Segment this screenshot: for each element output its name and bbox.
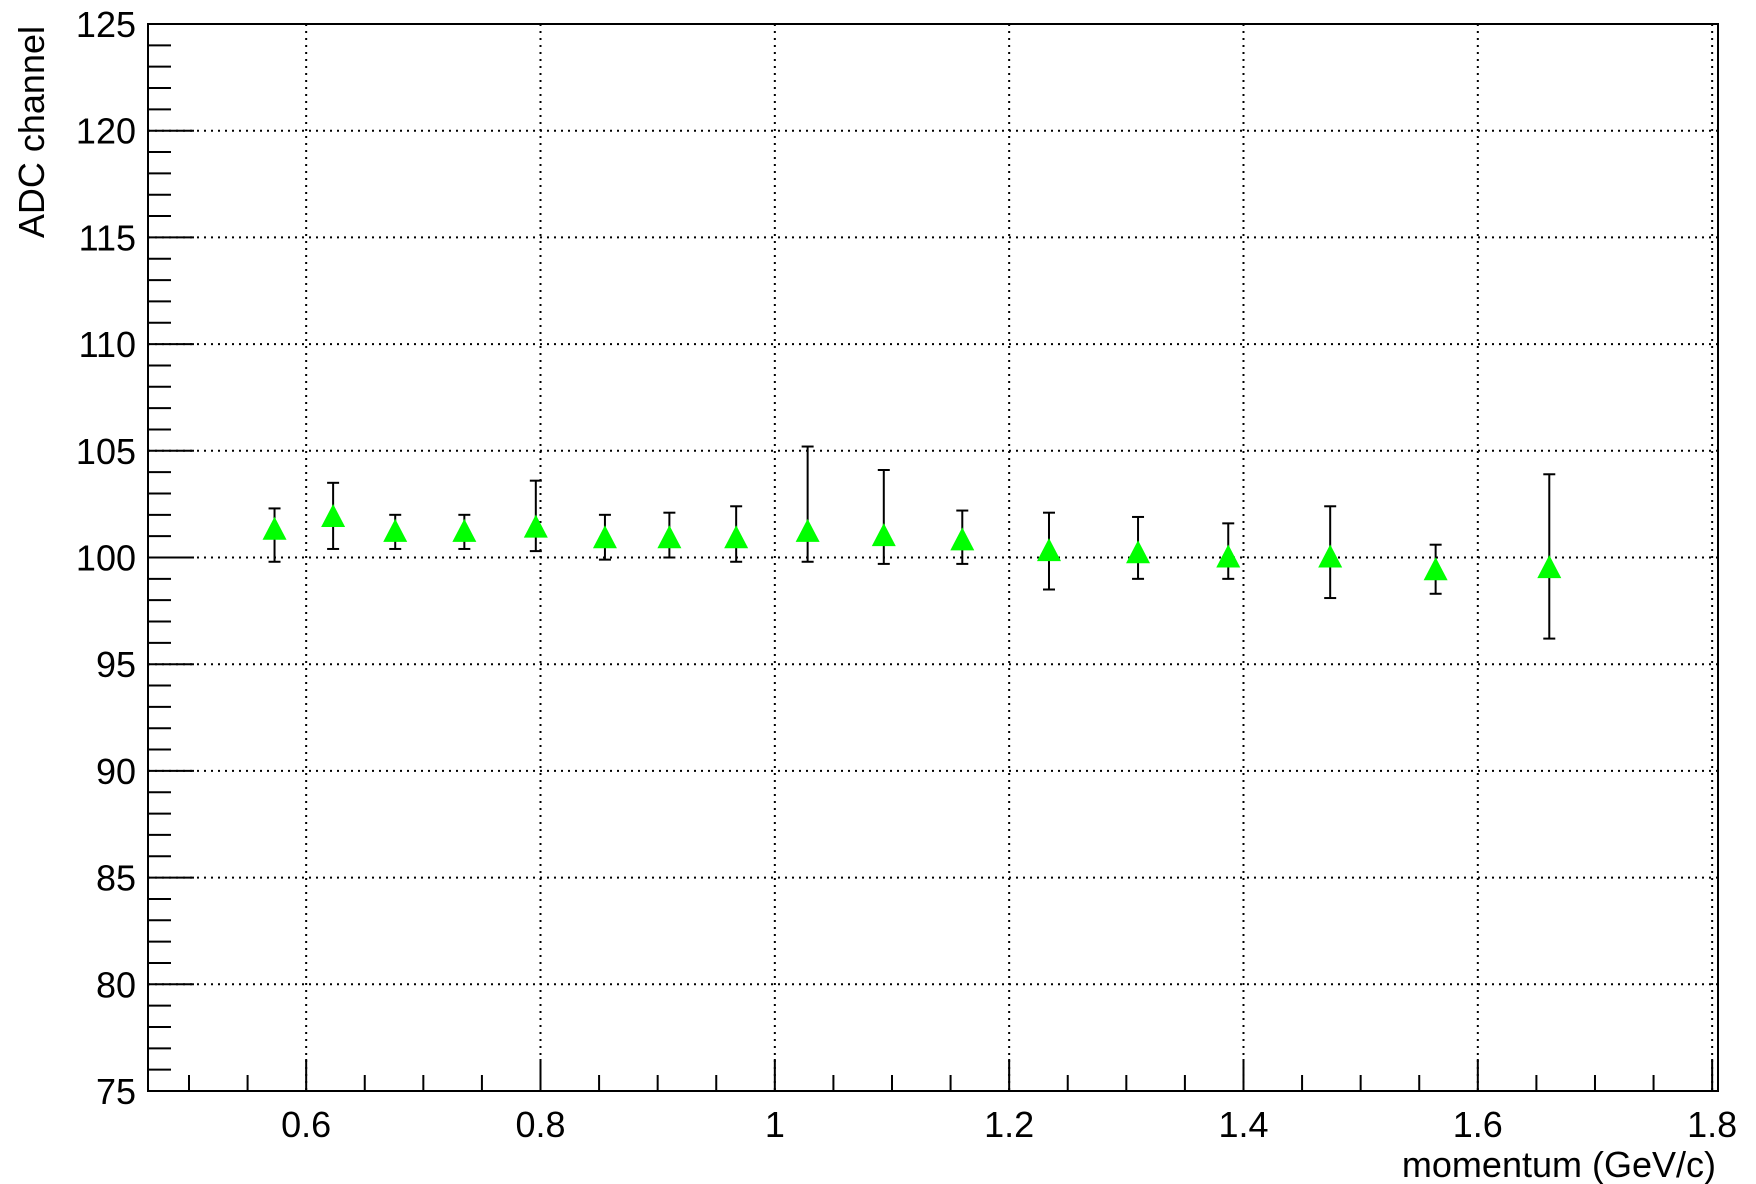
data-point bbox=[383, 513, 408, 550]
y-tick-label: 75 bbox=[96, 1071, 136, 1112]
triangle-marker bbox=[1318, 544, 1343, 568]
data-point bbox=[1318, 505, 1343, 600]
triangle-marker bbox=[592, 525, 617, 549]
grid-lines bbox=[148, 23, 1718, 1092]
x-tick-label: 1.6 bbox=[1453, 1104, 1503, 1145]
data-point bbox=[871, 469, 896, 565]
data-point bbox=[657, 511, 682, 559]
data-point bbox=[1537, 473, 1562, 640]
data-point bbox=[1036, 511, 1061, 591]
y-tick-label: 85 bbox=[96, 858, 136, 899]
x-tick-label: 1.2 bbox=[984, 1104, 1034, 1145]
triangle-marker bbox=[321, 503, 346, 527]
triangle-marker bbox=[1537, 555, 1562, 579]
x-tick-label: 1.4 bbox=[1218, 1104, 1268, 1145]
data-point bbox=[724, 505, 749, 563]
data-point bbox=[950, 509, 975, 565]
y-axis-title: ADC channel bbox=[11, 26, 52, 238]
triangle-marker bbox=[1423, 557, 1448, 581]
triangle-marker bbox=[1216, 544, 1241, 568]
triangle-marker bbox=[452, 518, 477, 542]
data-point bbox=[262, 507, 287, 563]
y-tick-label: 90 bbox=[96, 751, 136, 792]
data-point bbox=[1423, 543, 1448, 595]
triangle-marker bbox=[1126, 540, 1151, 564]
triangle-marker bbox=[523, 514, 548, 538]
y-axis-ticks: 75 80 85 90 95 100 105 110 115 120 125 bbox=[76, 4, 194, 1112]
triangle-marker bbox=[950, 527, 975, 551]
triangle-marker bbox=[657, 525, 682, 549]
x-tick-label: 1 bbox=[765, 1104, 785, 1145]
triangle-marker bbox=[383, 518, 408, 542]
data-points bbox=[262, 445, 1562, 640]
y-tick-label: 80 bbox=[96, 964, 136, 1005]
data-point bbox=[1126, 515, 1151, 580]
x-tick-label: 1.8 bbox=[1687, 1104, 1737, 1145]
triangle-marker bbox=[724, 525, 749, 549]
data-point bbox=[1216, 522, 1241, 580]
data-point bbox=[523, 479, 548, 553]
data-point bbox=[592, 513, 617, 561]
triangle-marker bbox=[795, 518, 820, 542]
x-axis-title: momentum (GeV/c) bbox=[1402, 1144, 1716, 1184]
y-tick-label: 110 bbox=[79, 324, 136, 365]
y-tick-label: 125 bbox=[76, 4, 136, 45]
data-point bbox=[452, 513, 477, 550]
triangle-marker bbox=[1036, 538, 1061, 562]
triangle-marker bbox=[871, 523, 896, 547]
x-tick-label: 0.8 bbox=[515, 1104, 565, 1145]
y-tick-label: 100 bbox=[76, 538, 136, 579]
y-tick-label: 115 bbox=[79, 217, 136, 258]
data-point bbox=[321, 481, 346, 550]
x-axis-ticks: 0.6 0.8 1 1.2 1.4 1.6 1.8 bbox=[188, 1059, 1737, 1145]
y-tick-label: 95 bbox=[96, 644, 136, 685]
y-tick-label: 120 bbox=[76, 111, 136, 152]
triangle-marker bbox=[262, 516, 287, 540]
data-point bbox=[795, 445, 820, 563]
x-tick-label: 0.6 bbox=[281, 1104, 331, 1145]
y-tick-label: 105 bbox=[76, 431, 136, 472]
